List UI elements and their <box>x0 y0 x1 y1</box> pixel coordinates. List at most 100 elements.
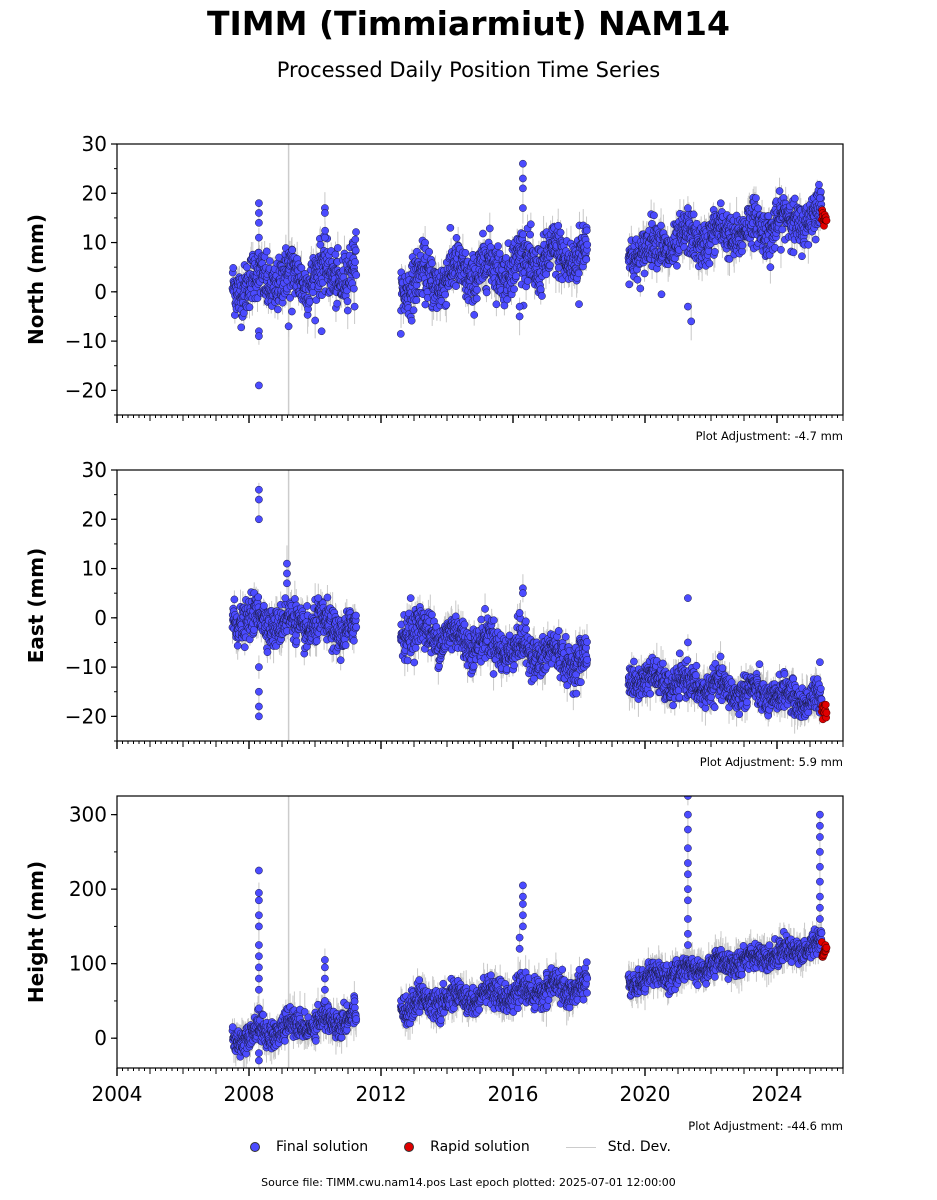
final-solution-point <box>255 199 263 207</box>
final-solution-point <box>684 204 692 212</box>
final-solution-point <box>240 643 249 652</box>
final-solution-point <box>288 246 297 254</box>
final-solution-point <box>512 272 520 281</box>
final-solution-point <box>350 302 359 311</box>
final-solution-point <box>582 226 591 235</box>
final-solution-point <box>472 294 481 303</box>
final-solution-point <box>233 641 242 650</box>
final-solution-point <box>352 228 360 236</box>
final-solution-point <box>519 230 527 239</box>
final-solution-point <box>255 332 263 341</box>
final-solution-point <box>428 259 436 268</box>
final-solution-point <box>764 212 773 220</box>
final-solution-point <box>492 300 501 309</box>
final-solution-point <box>284 322 293 331</box>
final-solution-point <box>412 296 421 305</box>
final-solution-point <box>245 303 254 312</box>
final-solution-point <box>538 292 546 300</box>
rapid-solution-point <box>822 216 831 225</box>
y-tick-label: −10 <box>65 329 107 353</box>
final-solution-point <box>738 241 747 250</box>
final-solution-point <box>526 230 534 239</box>
final-solution-point <box>775 187 784 195</box>
y-tick-label: 10 <box>82 231 107 255</box>
final-solution-point <box>657 221 665 230</box>
final-solution-point <box>352 271 361 279</box>
final-solution-point <box>260 602 268 610</box>
final-solution-point <box>305 297 314 306</box>
final-solution-point <box>519 159 527 168</box>
final-solution-point <box>262 247 271 256</box>
final-solution-point <box>243 263 251 272</box>
final-solution-point <box>725 255 734 263</box>
final-solution-point <box>351 235 360 244</box>
final-solution-point <box>657 290 666 299</box>
y-tick-label: 20 <box>82 181 107 205</box>
final-solution-point <box>689 210 698 219</box>
final-solution-point <box>816 187 825 196</box>
final-solution-point <box>441 290 450 299</box>
final-solution-point <box>331 250 340 259</box>
final-solution-point <box>778 225 787 234</box>
final-solution-point <box>312 637 321 645</box>
final-solution-point <box>343 306 352 315</box>
final-solution-point <box>542 270 551 279</box>
final-solution-point <box>396 330 405 338</box>
final-solution-point <box>495 249 504 258</box>
final-solution-point <box>297 264 306 272</box>
final-solution-point <box>811 235 820 244</box>
final-solution-point <box>421 300 430 309</box>
final-solution-point <box>321 209 329 217</box>
final-solution-point <box>754 204 762 213</box>
final-solution-point <box>316 240 325 249</box>
final-solution-point <box>515 302 524 311</box>
final-solution-point <box>446 223 455 232</box>
final-solution-point <box>546 261 554 270</box>
final-solution-point <box>575 300 583 308</box>
final-solution-point <box>452 282 460 290</box>
chart-subtitle: Processed Daily Position Time Series <box>276 58 661 82</box>
final-solution-point <box>229 264 238 272</box>
final-solution-point <box>536 285 545 294</box>
final-solution-point <box>254 593 263 602</box>
final-solution-point <box>523 276 532 285</box>
final-solution-point <box>263 648 272 657</box>
final-solution-point <box>350 284 358 293</box>
y-tick-label: 30 <box>82 132 107 156</box>
final-solution-point <box>752 194 760 202</box>
final-solution-point <box>574 269 583 278</box>
final-solution-point <box>673 261 681 270</box>
final-solution-point <box>766 263 775 272</box>
final-solution-point <box>556 228 565 237</box>
final-solution-point <box>292 637 301 646</box>
final-solution-point <box>777 245 785 254</box>
final-solution-point <box>526 220 535 229</box>
final-solution-point <box>317 327 326 336</box>
final-solution-point <box>321 226 329 235</box>
final-solution-point <box>290 595 299 603</box>
final-solution-point <box>804 240 813 249</box>
final-solution-point <box>554 221 563 230</box>
final-solution-point <box>479 229 487 238</box>
final-solution-point <box>288 307 296 316</box>
final-solution-point <box>250 625 258 634</box>
final-solution-point <box>343 297 352 306</box>
final-solution-point <box>636 284 645 293</box>
final-solution-point <box>705 259 714 268</box>
final-solution-point <box>255 381 263 390</box>
final-solution-point <box>815 180 823 189</box>
final-solution-point <box>409 306 418 315</box>
panel-1: −20 −10 0 10 20 30 North (mm) Plot Adjustment: … <box>24 132 844 443</box>
final-solution-point <box>230 595 239 604</box>
final-solution-point <box>425 248 433 256</box>
final-solution-point <box>716 199 725 208</box>
final-solution-point <box>341 641 350 650</box>
final-solution-point <box>503 295 512 304</box>
final-solution-point <box>625 280 634 289</box>
final-solution-point <box>323 593 332 602</box>
final-solution-point <box>789 248 798 257</box>
final-solution-point <box>286 293 294 302</box>
final-solution-point <box>640 269 649 278</box>
